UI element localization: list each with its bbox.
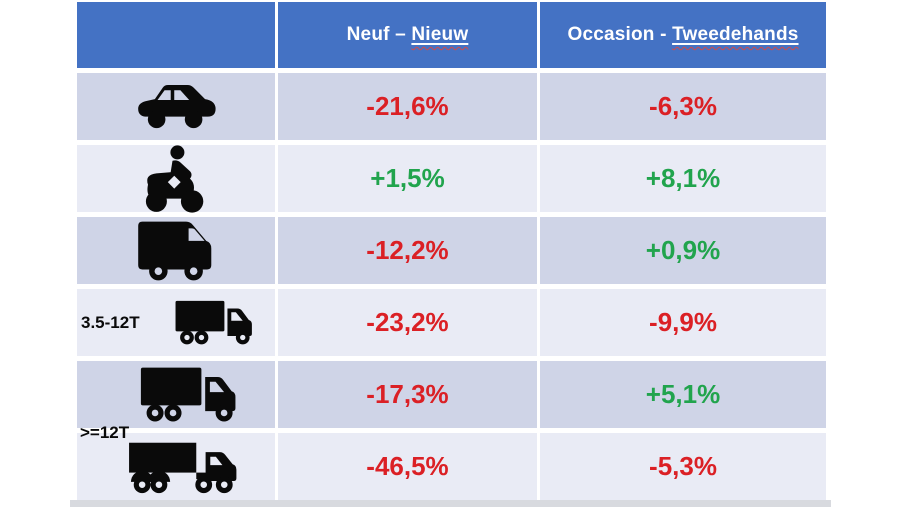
value-new-semi-trailer: -46,5% [278, 433, 537, 500]
truck-over-12t-icon [139, 364, 243, 426]
header-cell-vehicle [77, 2, 275, 68]
vehicle-cell-truck-light: 3.5-12T [77, 289, 275, 356]
vehicle-cell-motorcycle [77, 144, 275, 214]
van-icon [134, 218, 218, 284]
motorcycle-icon [144, 144, 208, 214]
value-used-semi-trailer: -5,3% [540, 433, 826, 500]
value-used-motorcycle: +8,1% [540, 145, 826, 212]
vehicle-cell-semi-trailer [77, 433, 275, 500]
header-new-underlined-word: Nieuw [411, 24, 469, 45]
semi-trailer-truck-icon [127, 439, 245, 495]
weight-label-3-5-12t: 3.5-12T [81, 312, 140, 332]
vehicle-cell-truck-heavy: >=12T [77, 361, 275, 442]
vehicle-cell-car [77, 73, 275, 140]
value-used-car: -6,3% [540, 73, 826, 140]
header-used-underlined-word: Tweedehands [672, 24, 799, 45]
header-cell-used: Occasion - Tweedehands [540, 2, 826, 68]
value-used-van: +0,9% [540, 217, 826, 284]
value-used-truck-light: -9,9% [540, 289, 826, 356]
value-new-truck-heavy: -17,3% [278, 361, 537, 428]
header-used-label: Occasion - Tweedehands [567, 24, 799, 45]
weight-label-over-12t: >=12T [80, 423, 130, 442]
header-new-label: Neuf – Nieuw [346, 24, 469, 45]
vehicle-cell-van [77, 217, 275, 284]
slide-bottom-edge [70, 500, 831, 507]
value-new-van: -12,2% [278, 217, 537, 284]
header-cell-new: Neuf – Nieuw [278, 2, 537, 68]
value-new-car: -21,6% [278, 73, 537, 140]
truck-3-5-12t-icon [174, 299, 258, 347]
value-used-truck-heavy: +5,1% [540, 361, 826, 428]
value-new-motorcycle: +1,5% [278, 145, 537, 212]
value-new-truck-light: -23,2% [278, 289, 537, 356]
vehicle-registrations-table: Neuf – Nieuw Occasion - Tweedehands -21,… [77, 2, 826, 500]
car-icon [132, 79, 220, 135]
